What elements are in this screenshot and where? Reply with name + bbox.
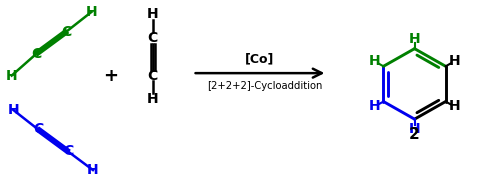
- Text: H: H: [147, 7, 158, 21]
- Text: C: C: [148, 69, 158, 83]
- Text: H: H: [8, 103, 19, 117]
- Text: C: C: [33, 122, 43, 136]
- Text: H: H: [87, 163, 99, 177]
- Text: H: H: [86, 5, 98, 19]
- Text: H: H: [408, 32, 420, 46]
- Text: 2: 2: [409, 127, 420, 142]
- Text: C: C: [62, 25, 72, 38]
- Text: H: H: [448, 54, 460, 68]
- Text: H: H: [408, 122, 420, 136]
- Text: C: C: [63, 144, 73, 158]
- Text: H: H: [6, 69, 18, 83]
- Text: C: C: [148, 31, 158, 45]
- Text: +: +: [103, 67, 118, 85]
- Text: H: H: [147, 92, 158, 106]
- Text: H: H: [448, 99, 460, 113]
- Text: [Co]: [Co]: [246, 52, 274, 65]
- Text: H: H: [369, 54, 380, 68]
- Text: [2+2+2]-Cycloaddition: [2+2+2]-Cycloaddition: [208, 81, 322, 91]
- Text: C: C: [32, 47, 42, 61]
- Text: H: H: [369, 99, 380, 113]
